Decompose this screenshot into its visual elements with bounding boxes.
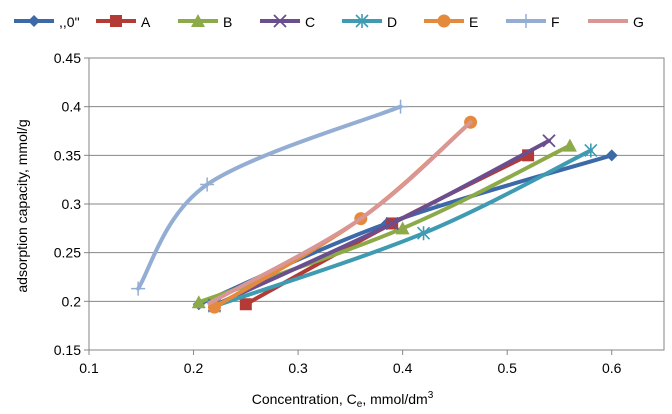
y-tick-label: 0.35 <box>54 147 81 163</box>
data-point <box>395 221 410 235</box>
series-7 <box>131 99 408 296</box>
x-axis-title: Concentration, Ce, mmol/dm3 <box>252 390 434 410</box>
series-line <box>207 120 473 306</box>
data-point <box>385 216 399 231</box>
data-point <box>273 14 287 28</box>
x-tick-label: 0.6 <box>602 360 622 376</box>
x-axis-title-unit: , mmol/dm <box>362 391 427 407</box>
x-axis-title-main: Concentration, C <box>252 391 357 407</box>
legend-item: B <box>178 14 232 30</box>
legend-label: D <box>387 14 397 30</box>
x-tick-label: 0.5 <box>497 360 517 376</box>
legend: ,,0" A B C D E F G <box>14 14 644 30</box>
data-point <box>562 138 577 152</box>
x-tick-label: 0.1 <box>79 360 99 376</box>
legend-label: A <box>141 14 151 30</box>
legend-item: D <box>342 14 397 30</box>
data-point <box>191 14 205 27</box>
legend-item: A <box>96 14 151 30</box>
data-point <box>110 15 122 27</box>
x-axis-title-sub: e <box>357 399 363 410</box>
data-point <box>239 298 252 311</box>
data-point <box>519 14 533 28</box>
y-tick-label: 0.25 <box>54 245 81 261</box>
legend-label: C <box>305 14 315 30</box>
y-axis-title: adsorption capacity, mmol/g <box>14 119 30 292</box>
y-tick-label: 0.3 <box>62 196 82 212</box>
x-axis: 0.1 0.2 0.3 0.4 0.5 0.6 <box>79 350 622 376</box>
data-point <box>393 99 408 114</box>
y-tick-label: 0.4 <box>62 99 82 115</box>
grid <box>89 106 664 302</box>
x-tick-label: 0.2 <box>184 360 204 376</box>
series-line <box>136 104 403 291</box>
data-point <box>131 281 146 296</box>
data-point <box>200 177 215 192</box>
legend-item: ,,0" <box>14 14 80 30</box>
data-point <box>28 15 40 27</box>
data-point <box>355 14 369 28</box>
legend-item: F <box>506 14 560 30</box>
legend-item: C <box>260 14 315 30</box>
y-axis: 0.15 0.2 0.25 0.3 0.35 0.4 0.45 <box>54 50 89 358</box>
series-8 <box>207 120 473 306</box>
series-layer <box>131 99 618 314</box>
y-tick-label: 0.2 <box>62 293 82 309</box>
x-axis-title-sup: 3 <box>428 390 434 401</box>
legend-label: E <box>469 14 478 30</box>
legend-label: ,,0" <box>59 14 80 30</box>
data-point <box>191 295 206 309</box>
legend-item: G <box>588 14 644 30</box>
legend-item: E <box>424 14 478 30</box>
y-tick-label: 0.15 <box>54 342 81 358</box>
data-point <box>542 134 556 148</box>
legend-label: B <box>223 14 232 30</box>
legend-label: G <box>633 14 644 30</box>
data-point <box>416 226 431 241</box>
legend-label: F <box>551 14 560 30</box>
data-point <box>605 149 618 162</box>
x-tick-label: 0.4 <box>393 360 413 376</box>
data-point <box>437 14 451 28</box>
x-tick-label: 0.3 <box>288 360 308 376</box>
data-point <box>584 143 598 158</box>
y-tick-label: 0.45 <box>54 50 81 66</box>
